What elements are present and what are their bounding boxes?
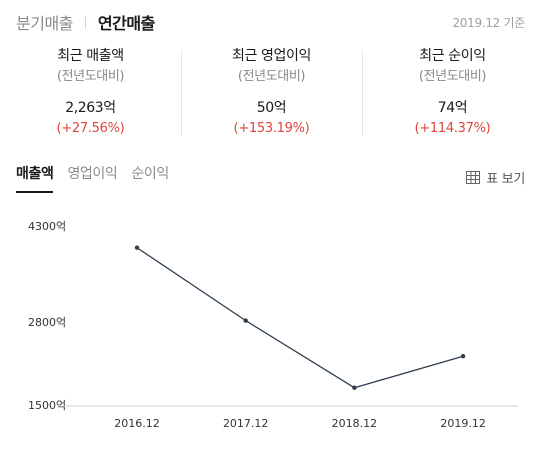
metric-change: (+27.56%) (56, 121, 125, 136)
metric-change: (+153.19%) (233, 121, 310, 136)
metric-subtitle: (전년도대비) (418, 69, 487, 84)
period-tabs: 분기매출 연간매출 (16, 10, 155, 34)
tab-net-income[interactable]: 순이익 (131, 166, 169, 182)
metric-label: 최근 영업이익 (232, 48, 311, 64)
data-point (134, 245, 140, 250)
table-view-button[interactable]: 표 보기 (466, 168, 525, 187)
table-view-label: 표 보기 (486, 172, 525, 187)
revenue-line-chart: 4300억 2800억 1500억 2016.12 2017.12 2018.12 2019… (28, 220, 518, 430)
tab-operating-income[interactable]: 영업이익 (67, 166, 118, 182)
y-tick-label: 2800억 (28, 316, 66, 329)
tab-divider (84, 15, 86, 29)
table-grid-icon (466, 171, 481, 184)
metric-value: 74억 (437, 100, 468, 116)
metric-label: 최근 매출액 (57, 48, 124, 64)
metric-subtitle: (전년도대비) (237, 69, 306, 84)
metric-change: (+114.37%) (414, 121, 491, 136)
x-tick-label: 2018.12 (332, 417, 378, 430)
y-tick-label: 4300억 (28, 220, 66, 233)
metric-revenue: 최근 매출액 (전년도대비) 2,263억 (+27.56%) (0, 46, 181, 146)
x-tick-label: 2017.12 (223, 417, 269, 430)
x-tick-label: 2016.12 (114, 417, 160, 430)
metric-operating-income: 최근 영업이익 (전년도대비) 50억 (+153.19%) (181, 46, 362, 146)
metrics-summary: 최근 매출액 (전년도대비) 2,263억 (+27.56%) 최근 영업이익 … (0, 46, 543, 146)
metric-value: 50억 (256, 100, 287, 116)
chart-tabs: 매출액 영업이익 순이익 (16, 163, 183, 193)
tab-revenue[interactable]: 매출액 (16, 163, 54, 193)
series-line (136, 247, 464, 389)
x-tick-label: 2019.12 (440, 417, 486, 430)
y-tick-label: 1500억 (28, 399, 66, 412)
metric-value: 2,263억 (65, 100, 116, 116)
data-point (460, 354, 466, 359)
metric-subtitle: (전년도대비) (56, 69, 125, 84)
metric-net-income: 최근 순이익 (전년도대비) 74억 (+114.37%) (362, 46, 543, 146)
metric-label: 최근 순이익 (419, 48, 486, 64)
as-of-date: 2019.12 기준 (452, 16, 525, 30)
data-point (243, 318, 248, 323)
tab-quarterly-sales[interactable]: 분기매출 (16, 14, 73, 33)
tab-annual-sales[interactable]: 연간매출 (97, 14, 155, 33)
data-point (352, 385, 357, 390)
